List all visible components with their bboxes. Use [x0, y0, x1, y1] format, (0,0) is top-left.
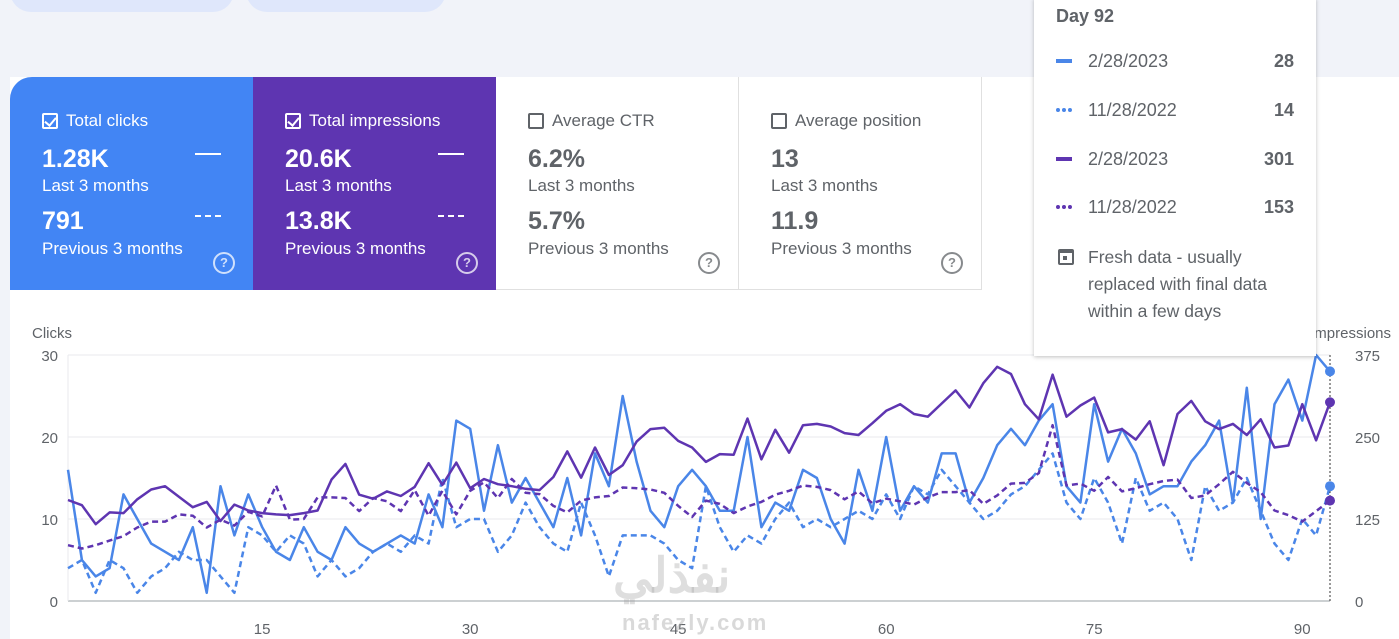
- help-icon[interactable]: ?: [941, 252, 963, 274]
- fresh-data-note: Fresh data - usually replaced with final…: [1056, 244, 1296, 325]
- card-title: Average position: [771, 111, 921, 131]
- metric-card-average-ctr[interactable]: Average CTR 6.2% Last 3 months 5.7% Prev…: [496, 77, 739, 290]
- card-title-label: Average position: [795, 111, 922, 130]
- previous-value: 11.9: [771, 207, 819, 235]
- tooltip-day: Day 92: [1056, 6, 1115, 26]
- card-title-label: Total impressions: [309, 111, 441, 130]
- help-icon[interactable]: ?: [456, 252, 478, 274]
- card-title-label: Total clicks: [66, 111, 149, 130]
- current-value: 1.28K: [42, 145, 109, 173]
- tooltip-value: 14: [1273, 99, 1294, 120]
- tooltip-date: 2/28/2023: [1088, 148, 1169, 169]
- solid-line-legend-icon: [195, 153, 221, 155]
- current-label: Last 3 months: [285, 176, 392, 195]
- card-title: Total clicks: [42, 111, 148, 131]
- card-title: Total impressions: [285, 111, 440, 131]
- current-label: Last 3 months: [771, 176, 878, 195]
- tooltip-value: 28: [1273, 50, 1294, 71]
- previous-value: 5.7%: [528, 207, 585, 235]
- help-icon[interactable]: ?: [698, 252, 720, 274]
- tooltip-row: 11/28/2022 153: [1056, 195, 1294, 219]
- tooltip-row: 11/28/2022 14: [1056, 98, 1294, 122]
- tooltip-value: 301: [1263, 148, 1294, 169]
- previous-label: Previous 3 months: [42, 239, 183, 258]
- chart-tooltip: Day 92 2/28/2023 28 11/28/2022 14 2/28/2…: [1034, 0, 1316, 356]
- previous-value: 13.8K: [285, 207, 352, 235]
- tooltip-date: 11/28/2022: [1088, 99, 1177, 120]
- current-value: 6.2%: [528, 145, 585, 173]
- solid-line-legend-icon: [438, 153, 464, 155]
- metric-card-average-position[interactable]: Average position 13 Last 3 months 11.9 P…: [739, 77, 982, 290]
- previous-value: 791: [42, 207, 84, 235]
- solid-swatch-icon: [1056, 157, 1072, 161]
- dashed-line-legend-icon: [438, 215, 464, 217]
- card-title: Average CTR: [528, 111, 655, 131]
- solid-swatch-icon: [1056, 59, 1072, 63]
- current-label: Last 3 months: [528, 176, 635, 195]
- tooltip-row: 2/28/2023 28: [1056, 49, 1294, 73]
- dashed-swatch-icon: [1056, 108, 1072, 112]
- tooltip-row: 2/28/2023 301: [1056, 147, 1294, 171]
- dashed-line-legend-icon: [195, 215, 221, 217]
- current-value: 13: [771, 145, 799, 173]
- filter-chip-right[interactable]: [246, 0, 446, 12]
- fresh-data-text: Fresh data - usually replaced with final…: [1088, 247, 1267, 321]
- calendar-icon: [1058, 249, 1074, 265]
- filter-chip-left[interactable]: [10, 0, 234, 12]
- previous-label: Previous 3 months: [528, 239, 669, 258]
- checkbox-checked-icon[interactable]: [285, 113, 301, 129]
- help-icon[interactable]: ?: [213, 252, 235, 274]
- current-value: 20.6K: [285, 145, 352, 173]
- tooltip-date: 11/28/2022: [1088, 196, 1177, 217]
- card-title-label: Average CTR: [552, 111, 655, 130]
- tooltip-value: 153: [1263, 196, 1294, 217]
- metric-card-total-impressions[interactable]: Total impressions 20.6K Last 3 months 13…: [253, 77, 496, 290]
- checkbox-unchecked-icon[interactable]: [528, 113, 544, 129]
- previous-label: Previous 3 months: [771, 239, 912, 258]
- dashed-swatch-icon: [1056, 205, 1072, 209]
- checkbox-unchecked-icon[interactable]: [771, 113, 787, 129]
- watermark-text: nafezly.com: [622, 610, 769, 635]
- metric-card-total-clicks[interactable]: Total clicks 1.28K Last 3 months 791 Pre…: [10, 77, 253, 290]
- watermark-logo: نفذلي: [613, 550, 731, 603]
- current-label: Last 3 months: [42, 176, 149, 195]
- previous-label: Previous 3 months: [285, 239, 426, 258]
- tooltip-date: 2/28/2023: [1088, 50, 1169, 71]
- checkbox-checked-icon[interactable]: [42, 113, 58, 129]
